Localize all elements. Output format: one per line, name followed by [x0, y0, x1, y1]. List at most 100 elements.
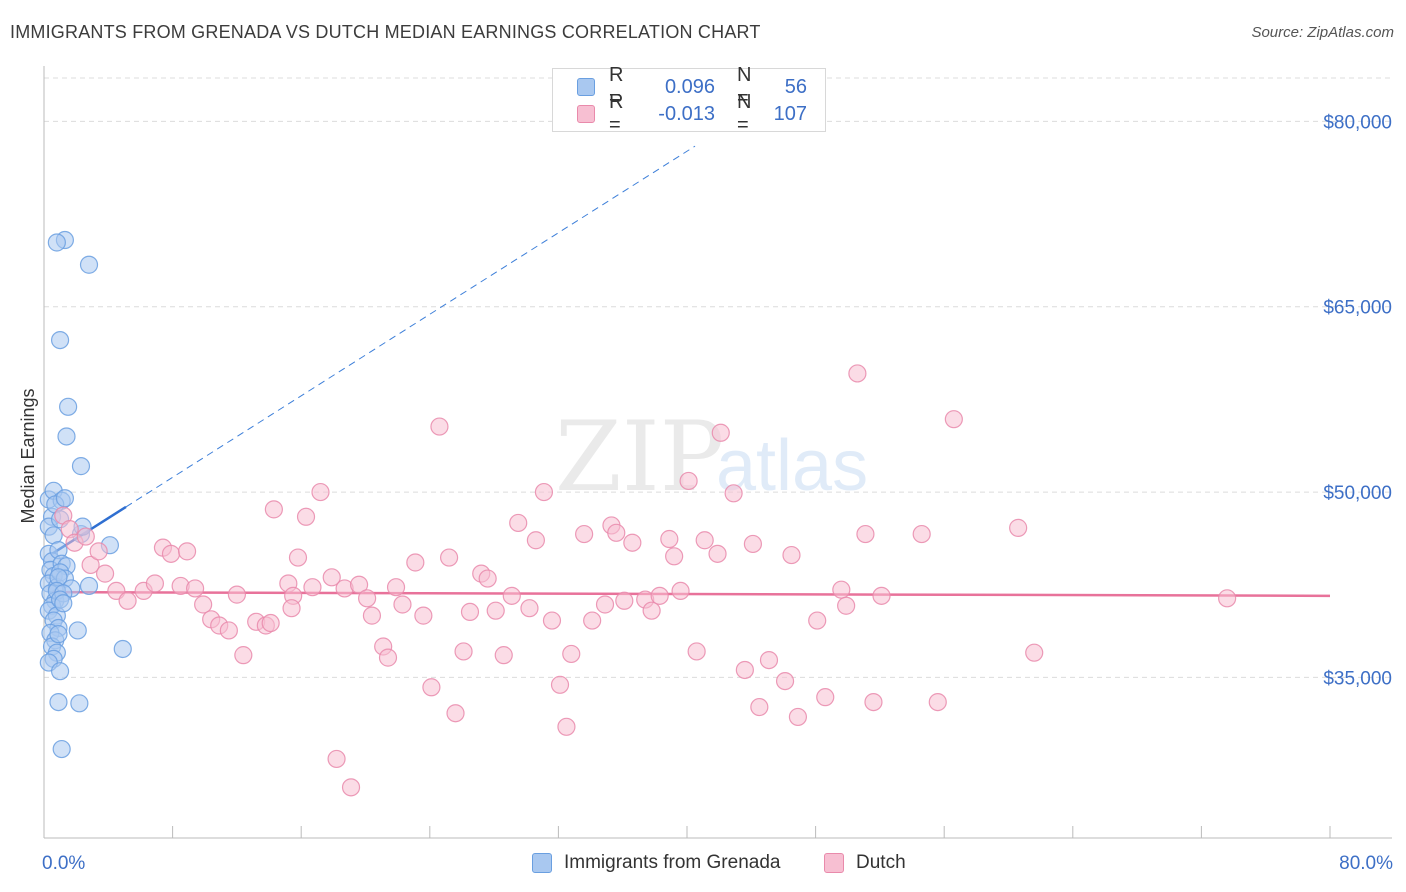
bottom-legend-label: Dutch	[856, 852, 906, 873]
dutch-point	[454, 642, 473, 661]
y-tick-label: $80,000	[1323, 112, 1392, 133]
dutch-point	[296, 507, 316, 526]
dutch-point	[816, 688, 835, 707]
dutch-point	[446, 704, 465, 723]
dutch-point	[81, 555, 100, 575]
dutch-point	[782, 545, 801, 565]
dutch-point	[743, 534, 763, 554]
dutch-point	[219, 621, 238, 640]
dutch-point	[832, 580, 851, 599]
legend-n-label: N =	[737, 64, 752, 109]
dutch-point	[509, 513, 528, 533]
dutch-point	[534, 482, 554, 502]
dutch-point	[327, 749, 346, 769]
legend-n-value: 107	[773, 102, 807, 125]
legend-swatch-dutch	[577, 105, 595, 123]
dutch-point	[708, 544, 727, 563]
grenada-point	[55, 489, 74, 508]
dutch-point	[1009, 518, 1028, 537]
dutch-point	[145, 574, 165, 593]
dutch-point	[460, 602, 480, 622]
bottom-legend-grenada[interactable]: Immigrants from Grenada	[532, 852, 780, 874]
dutch-point	[234, 646, 253, 665]
dutch-point	[430, 417, 449, 436]
grenada-point	[54, 594, 73, 613]
dutch-point	[687, 642, 706, 661]
dutch-point	[194, 595, 213, 614]
dutch-point	[856, 524, 875, 544]
gridlines	[44, 77, 1392, 678]
y-axis-label: Median Earnings	[18, 388, 38, 523]
dutch-point	[486, 601, 505, 620]
dutch-point	[848, 364, 867, 383]
grenada-point	[79, 255, 99, 274]
grenada-point	[57, 427, 76, 446]
legend-n-label: N =	[737, 91, 752, 136]
legend-r-label: R =	[609, 64, 624, 109]
dutch-point	[288, 548, 308, 567]
dutch-point	[808, 611, 827, 630]
bottom-legend-label: Immigrants from Grenada	[564, 852, 781, 873]
dutch-point	[261, 613, 280, 633]
grenada-point	[49, 625, 68, 644]
grenada-point	[113, 639, 132, 659]
grenada-point	[59, 397, 78, 416]
dutch-point	[349, 575, 369, 594]
dutch-point	[671, 581, 690, 601]
dutch-point	[322, 568, 341, 587]
dutch-point	[775, 671, 795, 691]
bottom-legend-dutch[interactable]: Dutch	[824, 852, 906, 874]
grenada-trend-extension	[125, 145, 696, 508]
dutch-point	[362, 606, 382, 625]
dutch-point	[711, 423, 730, 442]
grenada-point	[50, 331, 70, 350]
dutch-point	[439, 548, 459, 567]
dutch-point	[502, 586, 521, 605]
dutch-point	[872, 586, 891, 605]
legend-swatch-grenada	[577, 78, 595, 96]
dutch-point	[478, 569, 497, 588]
dutch-point	[623, 533, 642, 552]
dutch-point	[386, 578, 406, 597]
dutch-point	[526, 531, 545, 550]
data-points	[39, 230, 1237, 797]
dutch-point	[788, 707, 808, 727]
dutch-point	[264, 500, 283, 519]
trend-lines	[51, 145, 1331, 598]
grenada-point	[71, 457, 91, 476]
dutch-point	[660, 529, 679, 549]
axes	[43, 66, 1392, 839]
dutch-point	[393, 595, 412, 614]
dutch-point	[695, 531, 714, 550]
grenada-point	[49, 692, 68, 712]
y-tick-label: $35,000	[1323, 668, 1392, 689]
dutch-point	[378, 648, 398, 667]
dutch-point	[311, 482, 330, 502]
dutch-point	[414, 606, 433, 625]
watermark: ZIP atlas	[555, 401, 868, 513]
dutch-point	[575, 524, 594, 544]
dutch-point	[912, 524, 931, 544]
legend-row-grenada: R = 0.096 N = 56	[577, 64, 807, 109]
dutch-point	[642, 601, 661, 620]
dutch-point	[562, 644, 581, 664]
source-label: Source: ZipAtlas.com	[1251, 24, 1394, 41]
dutch-point	[583, 611, 602, 630]
dutch-point	[118, 591, 137, 610]
x-tick-label: 0.0%	[42, 853, 85, 874]
watermark-zip: ZIP	[555, 401, 724, 513]
dutch-point	[161, 544, 181, 563]
dutch-point	[494, 646, 513, 665]
bottom-legend-swatch-grenada	[532, 853, 552, 873]
dutch-point	[520, 599, 539, 618]
legend-r-value: 0.096	[664, 75, 715, 98]
dutch-point	[177, 542, 197, 561]
grenada-point	[68, 621, 87, 640]
dutch-point	[358, 589, 377, 608]
dutch-point	[76, 527, 95, 546]
dutch-point	[615, 591, 634, 610]
dutch-point	[837, 596, 856, 615]
dutch-point	[341, 778, 361, 797]
dutch-point	[542, 611, 562, 630]
